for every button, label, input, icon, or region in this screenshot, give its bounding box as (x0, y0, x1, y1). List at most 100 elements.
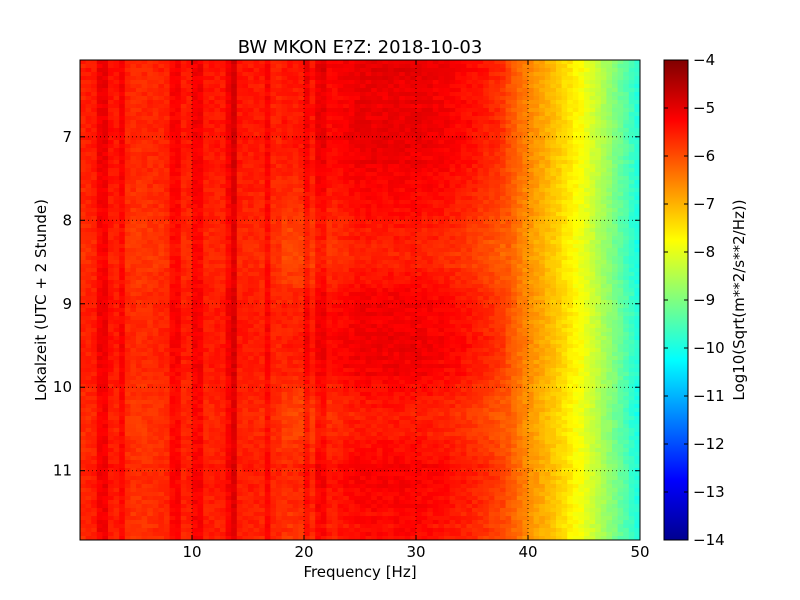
heatmap-cell (220, 184, 227, 189)
heatmap-cell (253, 120, 260, 125)
heatmap-cell (416, 60, 423, 65)
heatmap-cell (617, 180, 624, 185)
heatmap-cell (388, 124, 395, 129)
heatmap-cell (410, 212, 417, 217)
heatmap-cell (354, 60, 361, 65)
heatmap-cell (628, 236, 635, 241)
heatmap-cell (483, 212, 490, 217)
heatmap-cell (505, 248, 512, 253)
heatmap-cell (236, 144, 243, 149)
heatmap-cell (612, 216, 619, 221)
heatmap-cell (393, 192, 400, 197)
heatmap-cell (147, 64, 154, 69)
heatmap-cell (259, 160, 266, 165)
heatmap-cell (427, 128, 434, 133)
heatmap-cell (85, 128, 92, 133)
heatmap-cell (354, 112, 361, 117)
heatmap-cell (539, 104, 546, 109)
heatmap-cell (175, 76, 182, 81)
heatmap-cell (309, 136, 316, 141)
heatmap-cell (175, 168, 182, 173)
heatmap-cell (444, 100, 451, 105)
heatmap-cell (141, 160, 148, 165)
heatmap-cell (623, 224, 630, 229)
heatmap-cell (500, 120, 507, 125)
heatmap-cell (606, 88, 613, 93)
heatmap-cell (180, 140, 187, 145)
heatmap-cell (337, 152, 344, 157)
heatmap-cell (242, 208, 249, 213)
heatmap-cell (108, 108, 115, 113)
heatmap-cell (108, 196, 115, 201)
heatmap-cell (399, 180, 406, 185)
heatmap-cell (416, 104, 423, 109)
heatmap-cell (326, 192, 333, 197)
heatmap-cell (180, 192, 187, 197)
heatmap-cell (589, 164, 596, 169)
heatmap-cell (472, 120, 479, 125)
heatmap-cell (292, 244, 299, 249)
heatmap-cell (119, 156, 126, 161)
heatmap-cell (360, 208, 367, 213)
heatmap-cell (516, 60, 523, 65)
heatmap-cell (298, 116, 305, 121)
heatmap-cell (528, 152, 535, 157)
heatmap-cell (315, 240, 322, 245)
heatmap-cell (505, 216, 512, 221)
heatmap-cell (130, 108, 137, 113)
heatmap-cell (354, 128, 361, 133)
heatmap-cell (264, 236, 271, 241)
heatmap-cell (203, 112, 210, 117)
heatmap-cell (152, 108, 159, 113)
heatmap-cell (634, 124, 640, 129)
heatmap-cell (253, 148, 260, 153)
heatmap-cell (612, 120, 619, 125)
heatmap-cell (281, 200, 288, 205)
heatmap-cell (164, 108, 171, 113)
heatmap-cell (136, 236, 143, 241)
heatmap-cell (231, 156, 238, 161)
heatmap-cell (242, 200, 249, 205)
heatmap-cell (444, 200, 451, 205)
heatmap-cell (421, 152, 428, 157)
heatmap-cell (421, 156, 428, 161)
heatmap-cell (477, 148, 484, 153)
heatmap-cell (225, 184, 232, 189)
heatmap-cell (505, 256, 512, 261)
heatmap-cell (533, 60, 540, 65)
heatmap-cell (169, 116, 176, 121)
heatmap-cell (130, 192, 137, 197)
heatmap-cell (102, 180, 109, 185)
heatmap-cell (522, 228, 529, 233)
heatmap-cell (623, 216, 630, 221)
heatmap-cell (236, 188, 243, 193)
heatmap-cell (539, 176, 546, 181)
heatmap-cell (376, 192, 383, 197)
heatmap-cell (281, 60, 288, 65)
heatmap-cell (628, 140, 635, 145)
heatmap-cell (472, 172, 479, 177)
heatmap-cell (281, 208, 288, 213)
heatmap-cell (175, 100, 182, 105)
heatmap-cell (169, 240, 176, 245)
heatmap-cell (612, 220, 619, 225)
heatmap-cell (472, 72, 479, 77)
heatmap-cell (528, 172, 535, 177)
heatmap-cell (634, 128, 640, 133)
heatmap-cell (533, 208, 540, 213)
heatmap-cell (360, 204, 367, 209)
heatmap-cell (91, 200, 98, 205)
heatmap-cell (102, 136, 109, 141)
heatmap-cell (472, 88, 479, 93)
heatmap-cell (410, 224, 417, 229)
heatmap-cell (623, 68, 630, 73)
heatmap-cell (612, 244, 619, 249)
heatmap-cell (304, 128, 311, 133)
heatmap-cell (438, 152, 445, 157)
heatmap-cell (197, 104, 204, 109)
heatmap-cell (332, 232, 339, 237)
heatmap-cell (320, 80, 327, 85)
heatmap-cell (522, 116, 529, 121)
heatmap-cell (600, 112, 607, 117)
heatmap-cell (348, 192, 355, 197)
